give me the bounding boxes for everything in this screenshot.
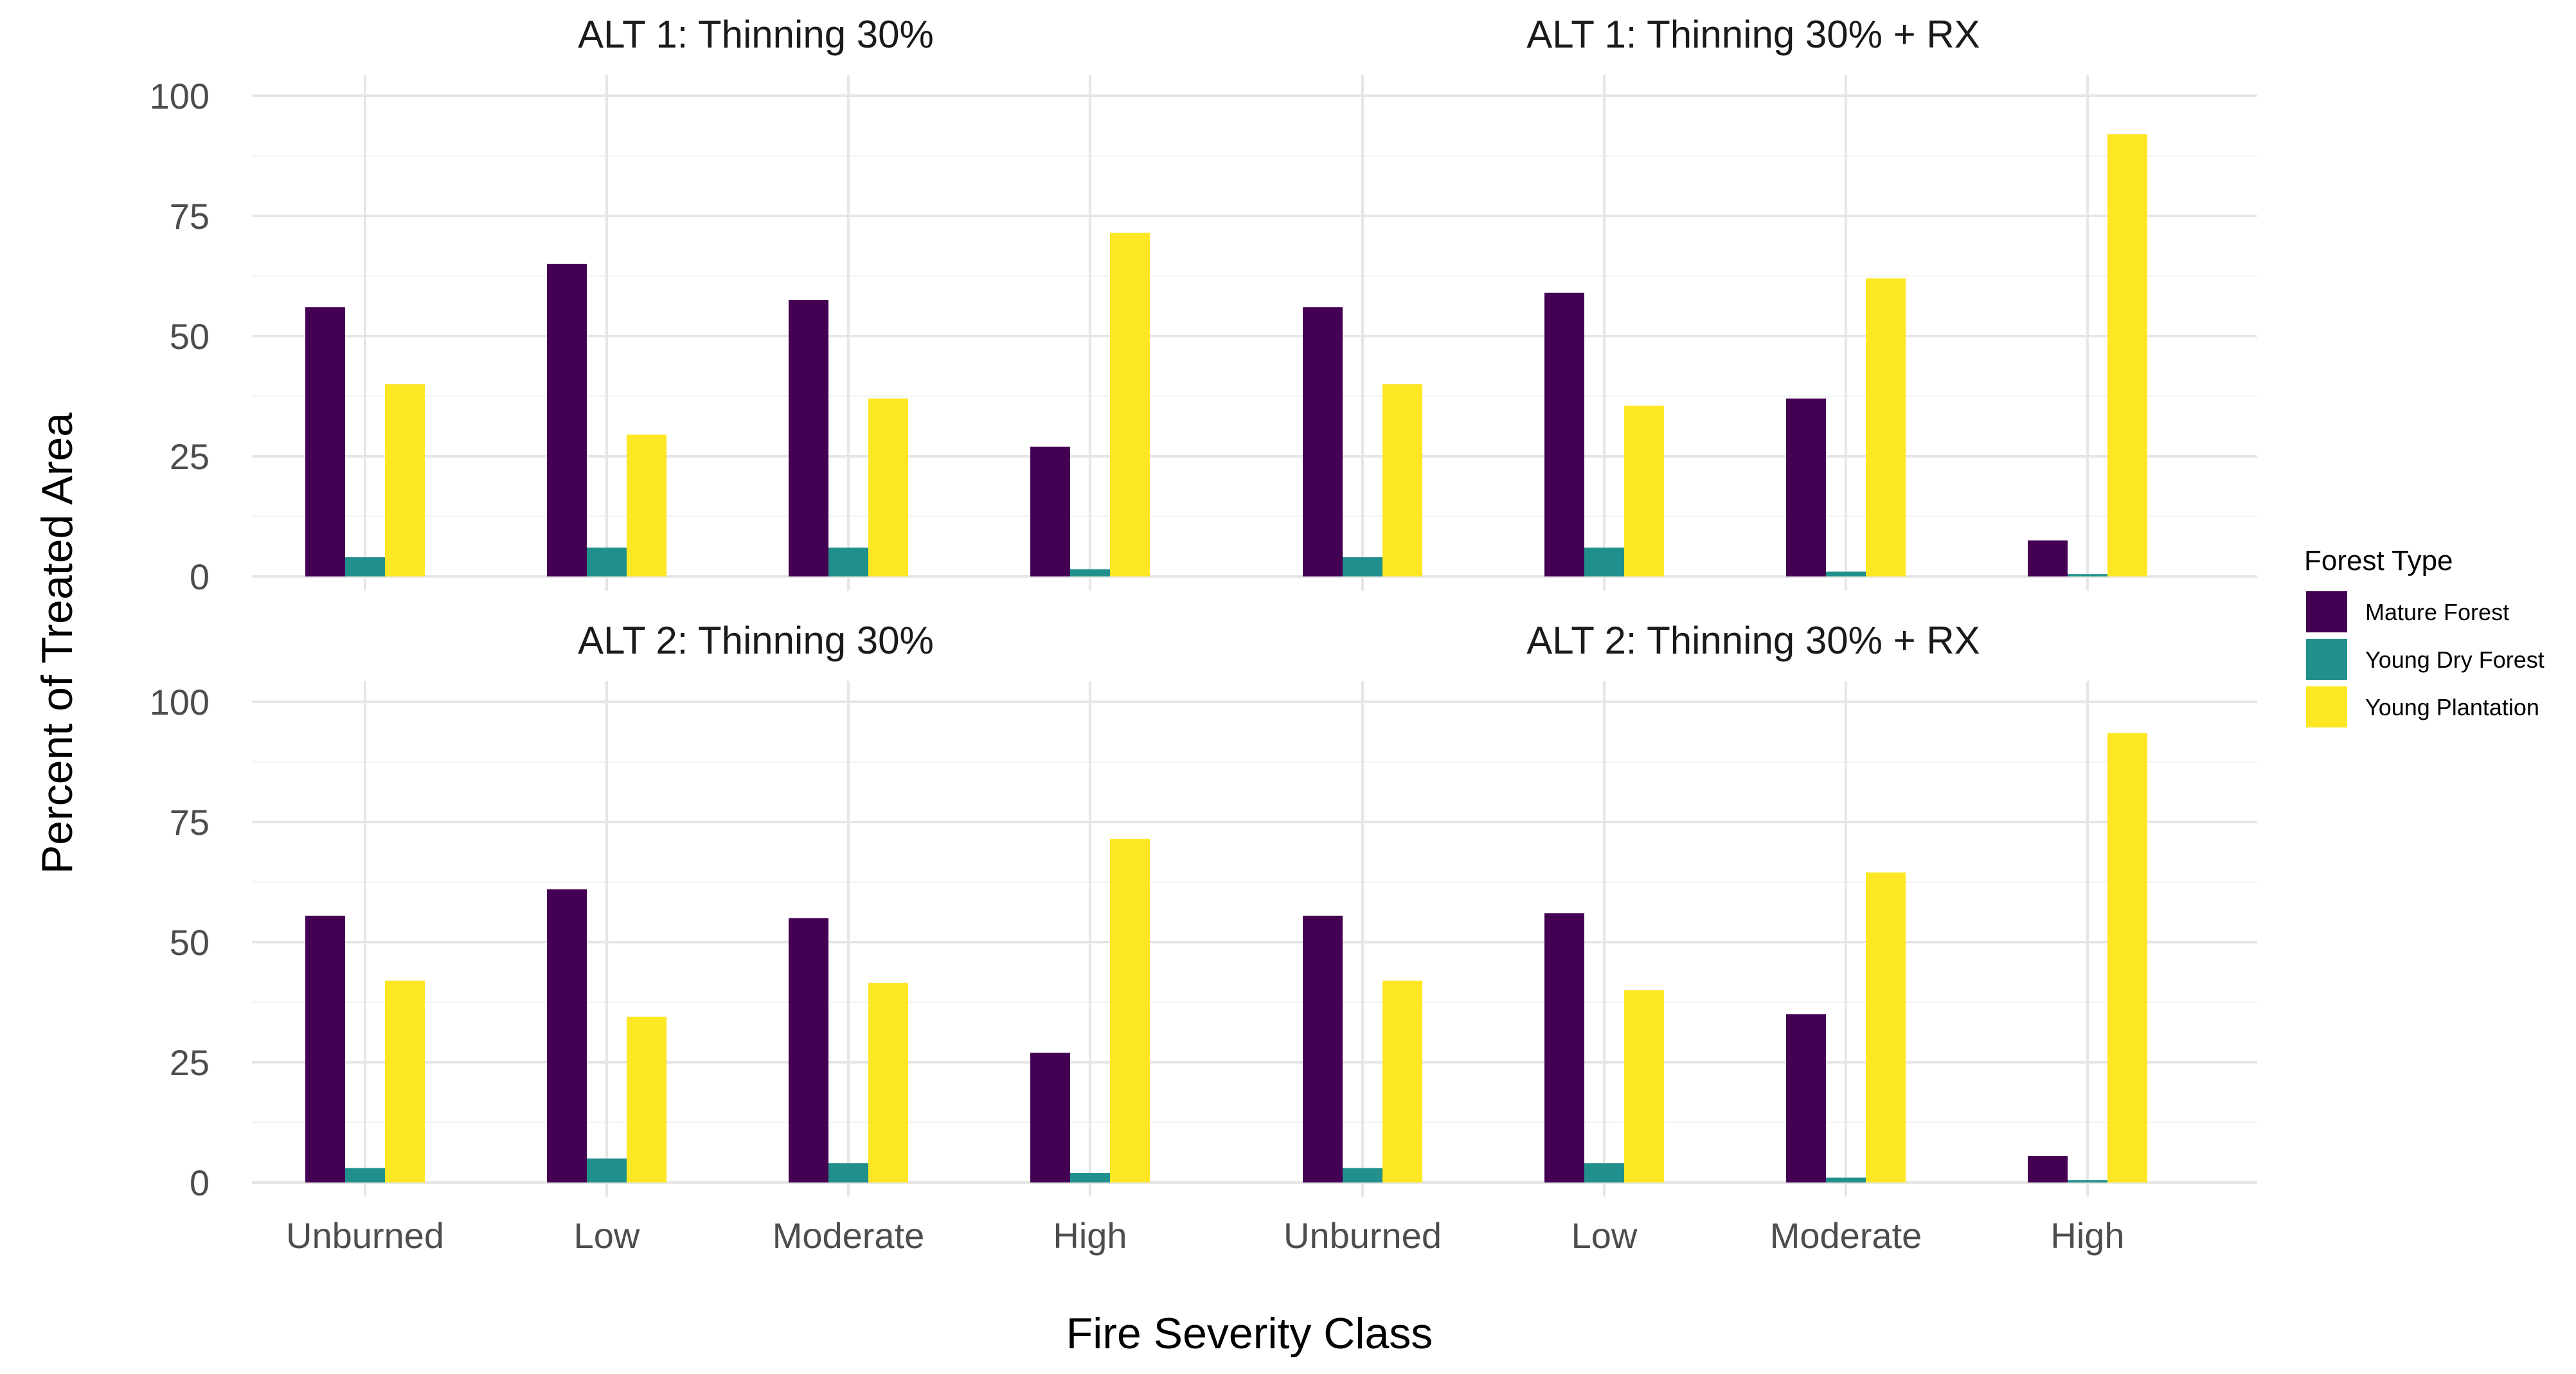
legend-label: Young Dry Forest	[2365, 647, 2545, 673]
bar	[1786, 1014, 1826, 1182]
bar	[1110, 839, 1150, 1182]
y-tick-label: 75	[170, 196, 210, 236]
y-tick-label: 100	[150, 76, 210, 116]
x-tick-label: Low	[1571, 1215, 1638, 1256]
bar	[1584, 548, 1624, 576]
y-axis-title: Percent of Treated Area	[33, 413, 82, 874]
panel-title: ALT 2: Thinning 30% + RX	[1526, 619, 1980, 662]
bar	[789, 918, 828, 1182]
legend: Forest Type Mature Forest Young Dry Fores…	[2304, 545, 2545, 727]
x-tick-label: Low	[574, 1215, 640, 1256]
panel-title: ALT 1: Thinning 30% + RX	[1526, 13, 1980, 56]
bar	[2068, 1180, 2107, 1182]
x-tick-label: High	[1053, 1215, 1127, 1256]
bar	[547, 889, 587, 1182]
bar	[1303, 307, 1343, 576]
bar	[1070, 569, 1110, 576]
y-tick-label: 75	[170, 802, 210, 843]
bar	[1544, 292, 1584, 576]
panel-1: 0 25 50 75 100 ALT 1: Thinning 30%	[150, 13, 1260, 597]
bar	[1826, 1177, 1866, 1182]
bar	[868, 398, 908, 576]
bar	[1866, 872, 1906, 1182]
x-tick-label: Unburned	[286, 1215, 444, 1256]
bar	[587, 548, 627, 576]
legend-label: Young Plantation	[2365, 694, 2539, 720]
x-axis-title: Fire Severity Class	[1066, 1309, 1433, 1358]
legend-swatch	[2306, 686, 2347, 727]
bar	[1030, 1053, 1070, 1182]
legend-entries: Mature Forest Young Dry Forest Young Plant…	[2306, 591, 2545, 727]
bar	[1826, 571, 1866, 576]
bar	[1343, 1168, 1382, 1182]
bar	[1110, 233, 1150, 576]
bar	[1624, 406, 1664, 576]
bar	[1382, 980, 1422, 1182]
y-tick-label: 50	[170, 922, 210, 963]
legend-title: Forest Type	[2304, 545, 2453, 576]
panel-2: ALT 1: Thinning 30% + RX	[1249, 13, 2257, 591]
panels-layer: 0 25 50 75 100 ALT 1: Thinning 30% ALT 1: Thin…	[150, 13, 2257, 1256]
y-tick-label: 25	[170, 1042, 210, 1083]
bar	[1382, 384, 1422, 576]
bar	[627, 1016, 666, 1182]
x-tick-label: Unburned	[1284, 1215, 1442, 1256]
bar	[828, 548, 868, 576]
bar	[868, 983, 908, 1182]
bar	[2068, 574, 2107, 576]
bar	[1030, 447, 1070, 576]
bar	[828, 1163, 868, 1182]
bar	[1070, 1173, 1110, 1182]
legend-label: Mature Forest	[2365, 599, 2509, 625]
bar	[587, 1158, 627, 1182]
panel-3: 0 25 50 75 100 Unburned Low Moderate High ALT 2: …	[150, 619, 1260, 1256]
bar	[789, 299, 828, 576]
panel-4: Unburned Low Moderate High ALT 2: Thinning 3…	[1249, 619, 2257, 1256]
bar	[1866, 278, 1906, 576]
y-tick-label: 0	[190, 1163, 210, 1203]
bar	[627, 434, 666, 576]
bar	[305, 915, 345, 1182]
bar	[2028, 540, 2068, 576]
bar	[1544, 913, 1584, 1182]
x-tick-label: Moderate	[773, 1215, 925, 1256]
bar	[2028, 1155, 2068, 1182]
bar	[1343, 557, 1382, 576]
bar	[345, 1168, 385, 1182]
y-tick-label: 25	[170, 436, 210, 477]
x-tick-label: Moderate	[1770, 1215, 1922, 1256]
bar	[2107, 733, 2147, 1182]
x-tick-label: High	[2050, 1215, 2124, 1256]
bar	[2107, 134, 2147, 577]
bar	[1584, 1163, 1624, 1182]
bar	[1786, 398, 1826, 576]
bar	[385, 384, 425, 576]
bar	[547, 263, 587, 576]
bar	[305, 307, 345, 576]
y-tick-label: 50	[170, 316, 210, 357]
panel-title: ALT 1: Thinning 30%	[578, 13, 934, 56]
bar	[1303, 915, 1343, 1182]
legend-swatch	[2306, 639, 2347, 680]
panel-title: ALT 2: Thinning 30%	[578, 619, 934, 662]
bar	[385, 980, 425, 1182]
bar	[345, 557, 385, 576]
legend-swatch	[2306, 591, 2347, 632]
y-tick-label: 100	[150, 682, 210, 722]
bar	[1624, 990, 1664, 1182]
y-tick-label: 0	[190, 557, 210, 597]
